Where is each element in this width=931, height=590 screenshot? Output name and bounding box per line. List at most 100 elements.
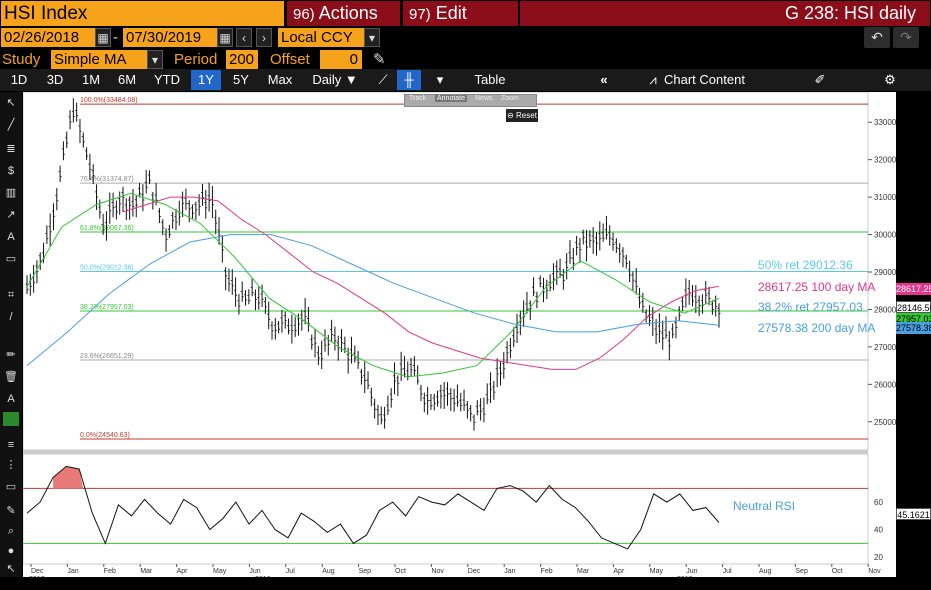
calendar-icon[interactable]: ▦	[217, 28, 233, 47]
color-swatch-icon[interactable]	[3, 412, 19, 426]
rsi-overbought-fill	[53, 466, 84, 489]
x-tick-label: Jun	[249, 568, 260, 575]
interval-select[interactable]: Daily ▼	[312, 72, 358, 87]
period-input[interactable]: 200	[226, 50, 258, 69]
collapse-icon[interactable]: «	[600, 72, 608, 87]
end-date-input[interactable]: 07/30/2019	[123, 28, 217, 47]
edit-menu-button[interactable]: 97) Edit	[403, 1, 518, 26]
start-date-input[interactable]: 02/26/2018	[1, 28, 95, 47]
x-tick-label: Dec	[31, 568, 44, 575]
chart-content-icon: ⩘	[649, 72, 657, 87]
trendline-icon[interactable]: ╱	[7, 119, 15, 131]
ma100-tag: 28617.25	[896, 283, 931, 295]
x-tick-label: Jun	[686, 568, 697, 575]
calendar-icon[interactable]: ▦	[95, 28, 111, 47]
ma200-line	[26, 234, 720, 366]
ma-green-line	[26, 192, 720, 378]
pen-icon[interactable]: /	[9, 311, 13, 323]
tab-5y[interactable]: 5Y	[233, 72, 249, 87]
x-tick-label: Apr	[177, 568, 189, 575]
edit-number: 97)	[409, 6, 431, 23]
y-tick-label: 28000	[874, 305, 896, 314]
x-tick-label: May	[650, 568, 664, 575]
gear-icon[interactable]: ⚙	[884, 72, 896, 87]
annotate-button[interactable]: Annotate	[435, 95, 468, 102]
chevron-down-icon[interactable]: ▾	[364, 28, 380, 47]
palette-icon[interactable]: ●	[7, 545, 15, 557]
text-icon[interactable]: A	[7, 231, 15, 243]
text-style-icon[interactable]: A	[7, 393, 15, 405]
grid-icon[interactable]: ⋮	[5, 459, 17, 471]
y-tick-label: 26000	[874, 380, 896, 389]
arrow-icon[interactable]: ↗	[6, 209, 16, 221]
x-tick-label: Sep	[359, 568, 372, 575]
rsi-tick-label: 20	[874, 553, 883, 562]
news-button[interactable]: News	[475, 95, 493, 102]
trash-icon[interactable]: 🗑	[4, 371, 18, 383]
y-tick-label: 29000	[874, 268, 896, 277]
chart-title-text: G 238: HSI daily	[784, 3, 916, 23]
tab-ytd[interactable]: YTD	[154, 72, 180, 87]
tab-6m[interactable]: 6M	[117, 72, 137, 87]
edit-icon[interactable]: ✐	[814, 72, 826, 87]
y-tick-label: 31000	[874, 193, 896, 202]
study-select[interactable]: Simple MA	[51, 50, 147, 69]
tab-1y[interactable]: 1Y	[191, 70, 221, 90]
chart-content-button[interactable]: Chart Content	[664, 72, 745, 87]
ticker-field[interactable]: HSI Index	[1, 1, 284, 26]
reset-button[interactable]: ⊖ Reset	[506, 109, 538, 122]
tab-1m[interactable]: 1M	[81, 72, 101, 87]
shape-icon[interactable]: ▭	[5, 253, 17, 265]
select-icon[interactable]: ⌕	[7, 525, 15, 537]
actions-menu-button[interactable]: 96) Actions	[287, 1, 400, 26]
cursor-icon[interactable]: ↖	[6, 97, 16, 109]
next-period-icon[interactable]: ›	[256, 28, 272, 47]
brush-icon[interactable]: ✏	[6, 349, 16, 361]
x-tick-label: Apr	[613, 568, 625, 575]
year-label: 2017	[29, 576, 45, 577]
price-chart[interactable]: 25000 26000 27000 28000 29000 30000 31000 32000…	[23, 92, 896, 577]
tab-1d[interactable]: 1D	[10, 72, 28, 87]
y-tick-label: 32000	[874, 156, 896, 165]
line-chart-icon[interactable]: ⟋	[378, 72, 388, 87]
fibonacci-icon[interactable]: ≣	[6, 143, 16, 155]
prev-period-icon[interactable]: ‹	[236, 28, 252, 47]
rsi-tick-label: 40	[874, 526, 883, 535]
undo-icon[interactable]: ↶	[864, 27, 890, 48]
actions-label: Actions	[318, 3, 378, 23]
x-tick-label: Mar	[577, 568, 590, 575]
tab-3d[interactable]: 3D	[46, 72, 64, 87]
chevron-down-icon[interactable]: ▾	[147, 50, 163, 69]
edit-label: Edit	[435, 3, 467, 23]
pencil-icon[interactable]: ✎	[373, 51, 386, 68]
pencil-icon[interactable]: ✎	[6, 505, 16, 517]
chevron-down-icon[interactable]: ▾	[436, 72, 444, 87]
zoom-button[interactable]: Zoom	[501, 95, 519, 102]
redo-icon[interactable]: ↷	[893, 27, 919, 48]
fib-label: 23.6%(26651.29)	[80, 353, 134, 360]
tab-max[interactable]: Max	[267, 72, 293, 87]
x-tick-label: Dec	[468, 568, 481, 575]
currency-select[interactable]: Local CCY	[278, 28, 364, 47]
ma200-tag: 27578.38	[896, 322, 931, 334]
bar-chart-icon[interactable]: ╫	[397, 70, 421, 90]
rsi-tick-label: 60	[874, 498, 883, 507]
crop-icon[interactable]: ⌗	[7, 289, 15, 301]
dollar-icon[interactable]: $	[7, 165, 15, 177]
rsi-pane	[23, 453, 869, 565]
y-tick-label: 33000	[874, 118, 896, 127]
x-tick-label: Jul	[286, 568, 295, 575]
range-toolbar	[0, 69, 931, 91]
lock-icon[interactable]: ▭	[5, 481, 17, 493]
fib-label: 100.0%(33484.08)	[80, 97, 138, 104]
arrow-icon[interactable]: ↖	[6, 563, 16, 575]
offset-label: Offset	[270, 51, 310, 68]
chart-mode-menu: Track Annotate News Zoom	[404, 94, 537, 107]
track-button[interactable]: Track	[409, 95, 427, 102]
offset-input[interactable]: 0	[320, 50, 362, 69]
x-tick-label: Feb	[541, 568, 553, 575]
line-weight-icon[interactable]: ≡	[7, 439, 15, 451]
table-button[interactable]: Table	[474, 72, 506, 87]
last-price-tag: 28146.50	[896, 301, 931, 313]
channel-icon[interactable]: ▥	[5, 187, 17, 199]
